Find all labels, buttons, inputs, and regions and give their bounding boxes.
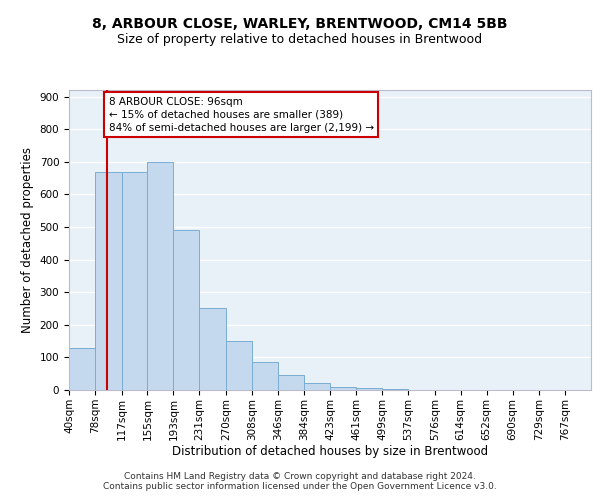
Bar — [148, 162, 173, 390]
X-axis label: Distribution of detached houses by size in Brentwood: Distribution of detached houses by size … — [172, 446, 488, 458]
Bar — [304, 384, 331, 390]
Bar — [69, 348, 95, 390]
Bar — [278, 376, 304, 390]
Bar — [226, 341, 252, 390]
Text: Contains public sector information licensed under the Open Government Licence v3: Contains public sector information licen… — [103, 482, 497, 491]
Text: 8 ARBOUR CLOSE: 96sqm
← 15% of detached houses are smaller (389)
84% of semi-det: 8 ARBOUR CLOSE: 96sqm ← 15% of detached … — [109, 96, 374, 133]
Text: 8, ARBOUR CLOSE, WARLEY, BRENTWOOD, CM14 5BB: 8, ARBOUR CLOSE, WARLEY, BRENTWOOD, CM14… — [92, 18, 508, 32]
Bar — [382, 389, 408, 390]
Bar — [331, 386, 356, 390]
Bar — [122, 172, 148, 390]
Text: Size of property relative to detached houses in Brentwood: Size of property relative to detached ho… — [118, 32, 482, 46]
Bar — [199, 308, 226, 390]
Bar — [95, 172, 122, 390]
Bar — [356, 388, 382, 390]
Y-axis label: Number of detached properties: Number of detached properties — [21, 147, 34, 333]
Bar — [173, 230, 199, 390]
Bar — [252, 362, 278, 390]
Text: Contains HM Land Registry data © Crown copyright and database right 2024.: Contains HM Land Registry data © Crown c… — [124, 472, 476, 481]
